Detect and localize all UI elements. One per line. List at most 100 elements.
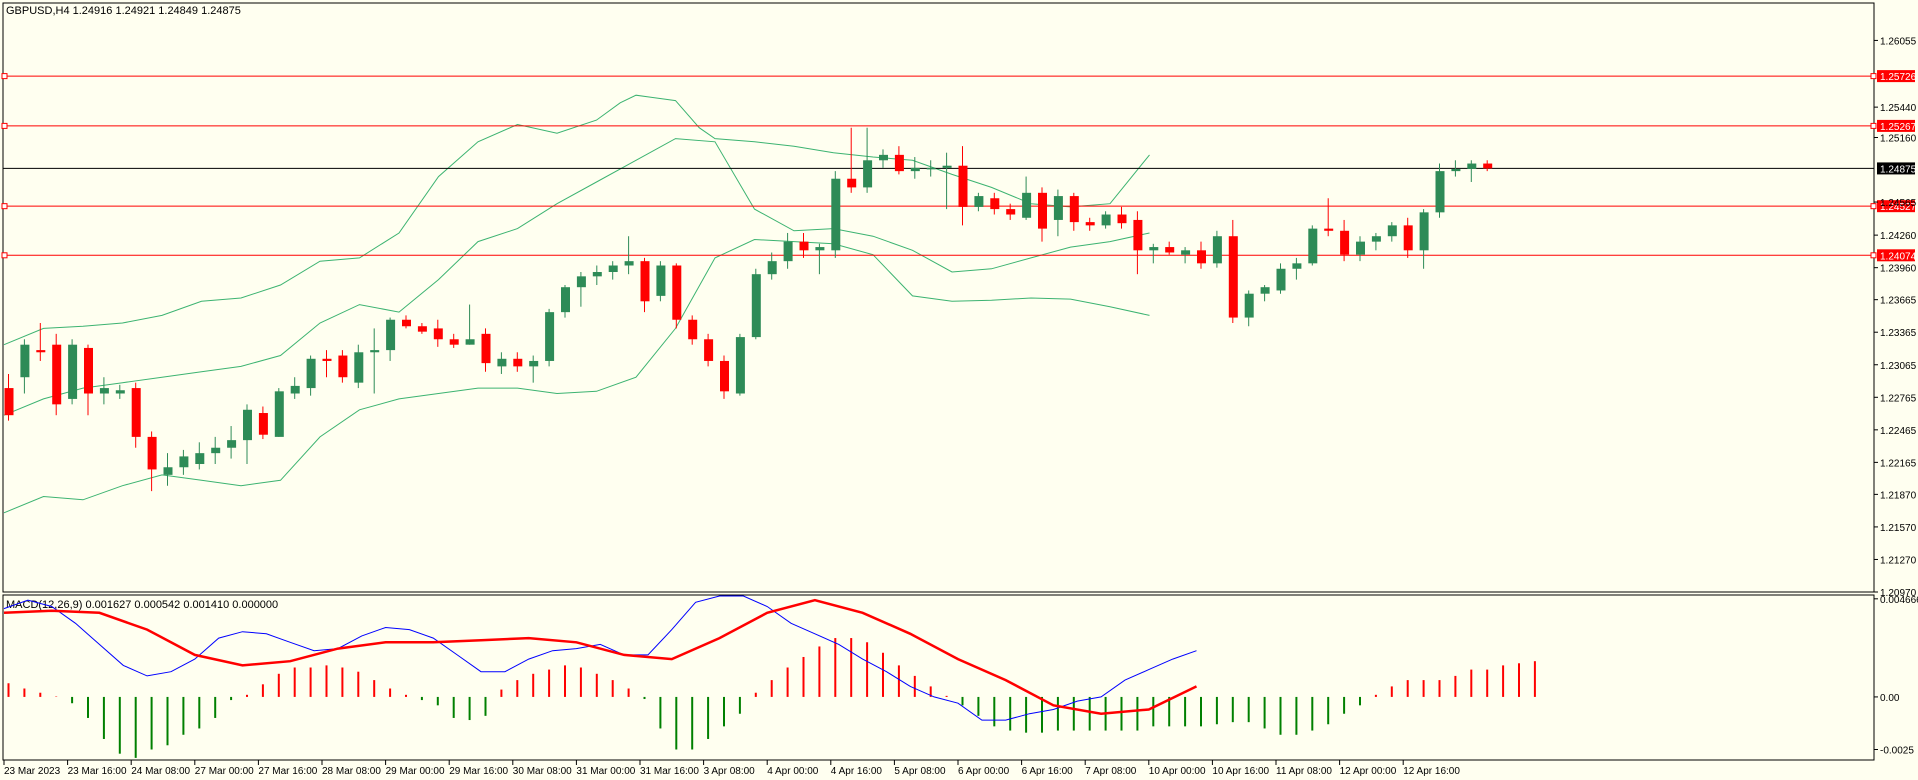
- candle-body: [1165, 247, 1175, 253]
- candle-body: [1435, 171, 1445, 213]
- candle: [831, 171, 841, 258]
- macd-tick-label: 0.004666: [1880, 595, 1918, 606]
- candle-body: [942, 165, 952, 168]
- candle-body: [910, 167, 920, 172]
- candle-body: [751, 274, 761, 338]
- candle: [1085, 217, 1095, 231]
- candle-body: [402, 319, 411, 327]
- candle: [290, 377, 300, 399]
- candle-body: [720, 360, 729, 392]
- horizontal-levels[interactable]: 1.25726 1.25267 1.24527 1.24074 1.24875: [1, 70, 1917, 262]
- candle-body: [592, 272, 602, 277]
- candle-body: [926, 167, 936, 170]
- candle-body: [1038, 192, 1047, 229]
- price-tick-label: 1.22165: [1880, 458, 1917, 469]
- price-tick-label: 1.24565: [1880, 198, 1917, 209]
- candle-body: [163, 467, 173, 475]
- price-tick-label: 1.21570: [1880, 523, 1917, 534]
- candle: [545, 308, 555, 367]
- candle-body: [370, 350, 380, 353]
- candle-body: [545, 312, 555, 361]
- candle: [211, 436, 221, 465]
- price-tick-label: 1.22765: [1880, 393, 1917, 404]
- candle-body: [1340, 230, 1350, 255]
- candle: [513, 352, 523, 372]
- candle-body: [497, 358, 507, 367]
- candle: [863, 127, 873, 193]
- time-tick-label: 31 Mar 16:00: [640, 766, 699, 777]
- candle: [243, 404, 252, 465]
- candle-body: [36, 350, 46, 353]
- candle: [115, 384, 125, 399]
- candle: [767, 252, 777, 280]
- candle-body: [529, 360, 539, 367]
- candle-body: [1101, 214, 1111, 226]
- candle: [942, 152, 952, 210]
- candle: [656, 261, 666, 302]
- candle-body: [1324, 228, 1334, 231]
- candle: [497, 352, 507, 374]
- price-axis: 1.26055 1.25440 1.25160 1.24565 1.24260 1.239…: [1874, 36, 1917, 599]
- bollinger-middle-line: [3, 138, 1150, 416]
- price-tick-label: 1.23365: [1880, 328, 1917, 339]
- candle: [529, 355, 539, 383]
- time-tick-label: 5 Apr 08:00: [894, 766, 946, 777]
- price-tick-label: 1.23960: [1880, 264, 1917, 275]
- level-handle-right: [1870, 122, 1877, 129]
- level-handle-left: [1, 73, 8, 80]
- candle: [974, 192, 984, 212]
- candle-body: [990, 198, 1000, 210]
- candle-body: [1276, 268, 1286, 291]
- time-tick-label: 30 Mar 08:00: [513, 766, 572, 777]
- candle-body: [147, 436, 157, 470]
- candle-body: [258, 413, 268, 435]
- candle-body: [417, 326, 427, 332]
- time-tick-label: 4 Apr 16:00: [831, 766, 883, 777]
- candle-body: [815, 247, 825, 251]
- candle: [370, 328, 380, 394]
- candle: [1308, 225, 1318, 266]
- candle-body: [879, 154, 888, 161]
- candle: [640, 257, 650, 313]
- candle-body: [1403, 225, 1413, 251]
- current-price-tag: [1877, 162, 1915, 175]
- candle-body: [783, 241, 793, 262]
- candle-body: [1308, 228, 1318, 264]
- candle: [179, 449, 189, 475]
- macd-tick-label: 0.00: [1880, 693, 1900, 704]
- price-tick-label: 1.23665: [1880, 296, 1917, 307]
- level-handle-right: [1870, 203, 1877, 210]
- candle: [274, 388, 284, 437]
- candle-body: [1483, 163, 1493, 169]
- level-price-tag: [1877, 119, 1915, 132]
- level-handle-right: [1870, 252, 1877, 259]
- current-price-label: 1.24875: [1880, 164, 1917, 175]
- candle-body: [1292, 263, 1302, 269]
- time-tick-label: 12 Apr 16:00: [1403, 766, 1460, 777]
- candle: [720, 355, 729, 399]
- price-tick-label: 1.21870: [1880, 490, 1917, 501]
- candle-body: [561, 287, 570, 313]
- candle: [1371, 232, 1381, 251]
- candle: [338, 350, 348, 383]
- candle-body: [958, 165, 968, 207]
- time-tick-label: 10 Apr 00:00: [1149, 766, 1206, 777]
- candle: [131, 382, 141, 448]
- price-tick-label: 1.25160: [1880, 134, 1917, 145]
- candle-body: [1181, 250, 1191, 255]
- candle: [1133, 211, 1143, 275]
- candle-body: [1387, 225, 1397, 237]
- candle-body: [894, 154, 904, 172]
- candle: [1149, 243, 1159, 264]
- candle: [258, 406, 268, 440]
- time-tick-label: 12 Apr 00:00: [1340, 766, 1397, 777]
- candle: [910, 157, 920, 179]
- candle-body: [1467, 163, 1477, 169]
- candle-body: [624, 261, 634, 266]
- candle: [926, 160, 936, 177]
- time-tick-label: 28 Mar 08:00: [322, 766, 381, 777]
- macd-main-line: [3, 595, 1197, 721]
- candle: [227, 426, 237, 459]
- candle-body: [1228, 236, 1238, 318]
